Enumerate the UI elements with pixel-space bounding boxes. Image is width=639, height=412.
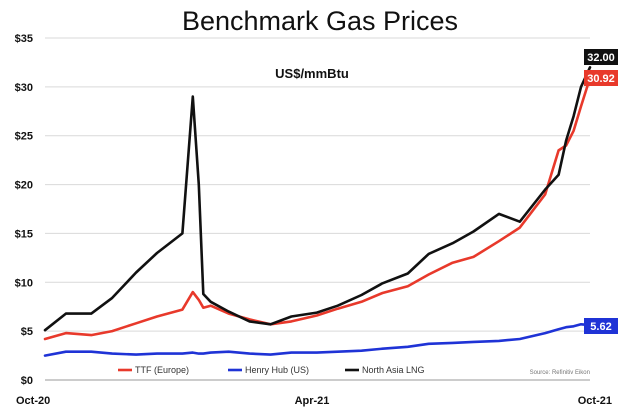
y-tick-label: $0	[21, 375, 33, 387]
x-tick-label: Oct-20	[16, 395, 50, 407]
x-axis-ticks: Oct-20 Apr-21 Oct-21	[16, 395, 612, 407]
series-line-ttf-europe	[43, 76, 592, 341]
end-value-label: 32.00	[587, 52, 615, 64]
chart-title: Benchmark Gas Prices	[182, 6, 458, 36]
legend-label: TTF (Europe)	[135, 365, 189, 375]
y-tick-label: $25	[15, 131, 33, 143]
x-tick-label: Apr-21	[295, 395, 330, 407]
legend-label: Henry Hub (US)	[245, 365, 309, 375]
series-lines	[43, 66, 592, 357]
end-badge	[584, 49, 618, 65]
end-value-badges: 30.92 5.62 32.00	[584, 49, 618, 334]
gridlines	[45, 37, 590, 381]
end-badge	[584, 70, 618, 86]
end-value-label: 5.62	[590, 321, 611, 333]
legend: TTF (Europe) Henry Hub (US) North Asia LNG	[118, 365, 425, 375]
end-value-label: 30.92	[587, 73, 615, 85]
legend-label: North Asia LNG	[362, 365, 425, 375]
series-line-north-asia-lng	[43, 66, 592, 332]
y-tick-label: $5	[21, 326, 33, 338]
source-note: Source: Refinitiv Eikon	[530, 370, 590, 376]
y-tick-label: $15	[15, 228, 33, 240]
x-tick-label: Oct-21	[578, 395, 612, 407]
series-line-henry-hub-us	[43, 322, 592, 357]
y-tick-label: $30	[15, 82, 33, 94]
y-tick-label: $35	[15, 33, 33, 45]
y-axis-ticks: $0 $5 $10 $15 $20 $25 $30 $35	[15, 33, 33, 387]
end-badge	[584, 318, 618, 334]
y-tick-label: $10	[15, 277, 33, 289]
y-tick-label: $20	[15, 180, 33, 192]
chart-subtitle: US$/mmBtu	[275, 66, 349, 81]
